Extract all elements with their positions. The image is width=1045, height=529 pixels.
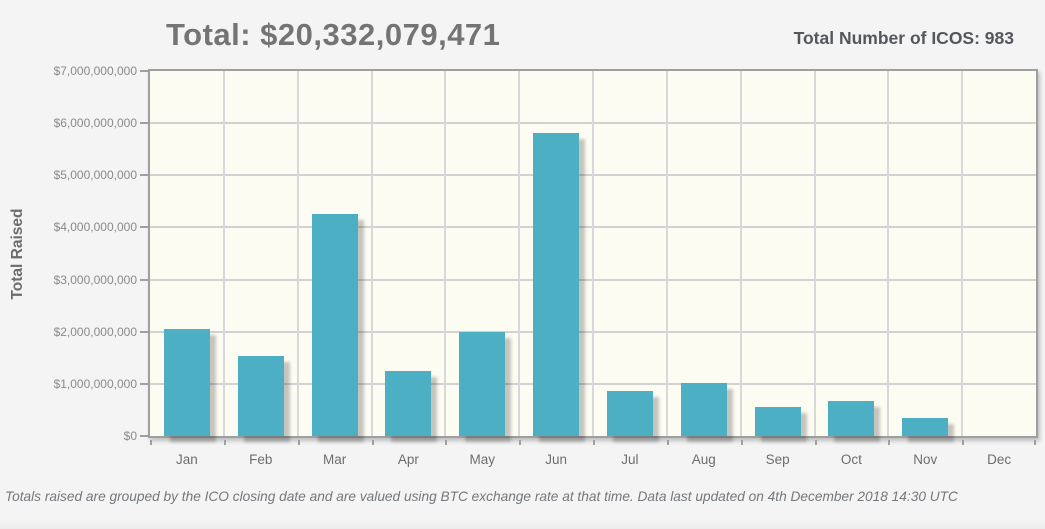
- gridline-vertical: [665, 71, 668, 436]
- x-axis-label-sep: Sep: [765, 452, 790, 467]
- total-icos-count: Total Number of ICOS: 983: [793, 28, 1014, 48]
- x-axis-label-apr: Apr: [397, 452, 419, 467]
- x-axis-tick-mark: [1034, 440, 1036, 445]
- x-axis-tick-mark: [740, 440, 743, 445]
- gridline-vertical: [370, 71, 373, 436]
- gridline-vertical: [961, 71, 964, 436]
- bar-jul[interactable]: [606, 390, 653, 436]
- gridline-horizontal: [150, 330, 1036, 333]
- x-axis-label-jul: Jul: [621, 452, 639, 467]
- y-axis-title: Total Raised: [9, 208, 26, 300]
- x-axis-tick-mark: [593, 440, 595, 445]
- y-axis-tick-mark: [140, 382, 148, 385]
- y-axis-tick-label: $7,000,000,000: [53, 64, 137, 78]
- y-axis-tick-mark: [140, 435, 148, 437]
- bar-mar[interactable]: [311, 213, 358, 436]
- x-axis-tick-mark: [888, 440, 891, 445]
- y-axis-tick-mark: [140, 122, 148, 125]
- bar-may[interactable]: [459, 331, 506, 436]
- x-axis-tick-mark: [223, 440, 226, 445]
- y-axis-tick-mark: [140, 226, 148, 229]
- x-axis-label-nov: Nov: [913, 452, 938, 467]
- gridline-vertical: [444, 71, 447, 436]
- gridline-horizontal: [150, 278, 1036, 281]
- gridline-vertical: [222, 71, 225, 436]
- y-axis-tick-mark: [140, 70, 148, 72]
- x-axis-tick-mark: [297, 440, 300, 445]
- bar-nov[interactable]: [902, 417, 949, 436]
- x-axis-labels: Jan Feb Mar Apr May Jun Jul Aug Sep Oct Nov Dec: [150, 452, 1036, 472]
- x-axis-label-jan: Jan: [176, 452, 198, 467]
- y-axis-tick-label: $4,000,000,000: [53, 220, 137, 235]
- x-axis-label-aug: Aug: [691, 452, 716, 467]
- x-axis-label-dec: Dec: [987, 452, 1012, 467]
- chart-footnote: Totals raised are grouped by the ICO clo…: [5, 489, 958, 504]
- x-axis-tick-mark: [962, 440, 965, 445]
- gridline-vertical: [887, 71, 890, 436]
- bar-jun[interactable]: [533, 132, 580, 436]
- y-axis-tick-label: $2,000,000,000: [53, 324, 137, 339]
- bar-feb[interactable]: [237, 356, 284, 436]
- bar-jan[interactable]: [163, 328, 210, 436]
- y-axis-tick-label: $0: [123, 429, 137, 443]
- gridline-vertical: [813, 71, 816, 436]
- x-axis-tick-mark: [519, 440, 522, 445]
- gridline-horizontal: [150, 174, 1036, 177]
- gridline-horizontal: [150, 122, 1036, 125]
- gridline-horizontal: [150, 226, 1036, 229]
- y-axis-tick-label: $3,000,000,000: [53, 272, 137, 287]
- gridline-vertical: [592, 71, 594, 436]
- gridline-vertical: [518, 71, 521, 436]
- x-axis-tick-mark: [814, 440, 817, 445]
- bar-oct[interactable]: [828, 400, 875, 436]
- bar-aug[interactable]: [680, 383, 727, 436]
- y-axis-tick-label: $5,000,000,000: [53, 168, 137, 183]
- x-axis-tick-mark: [371, 440, 374, 445]
- y-axis-tick-label: $6,000,000,000: [53, 116, 137, 131]
- x-axis-tick-mark: [445, 440, 448, 445]
- y-axis-tick-mark: [140, 174, 148, 177]
- x-axis-tick-mark: [150, 440, 152, 445]
- y-axis-tick-mark: [140, 278, 148, 281]
- y-axis-tick-label: $1,000,000,000: [53, 376, 137, 391]
- gridline-vertical: [739, 71, 742, 436]
- bar-sep[interactable]: [754, 407, 801, 436]
- total-raised-title: Total: $20,332,079,471: [166, 17, 501, 52]
- x-axis-label-oct: Oct: [840, 452, 862, 467]
- bar-apr[interactable]: [385, 370, 432, 436]
- x-axis-tick-mark: [666, 440, 669, 445]
- y-axis-tick-mark: [140, 330, 148, 333]
- gridline-vertical: [296, 71, 299, 436]
- x-axis-label-mar: Mar: [322, 452, 347, 467]
- bar-chart-plot-area: $0 $1,000,000,000 $2,000,000,000 $3,000,000…: [54, 64, 1038, 445]
- x-axis-label-jun: Jun: [545, 452, 567, 467]
- x-axis-label-feb: Feb: [249, 452, 273, 467]
- x-axis-label-may: May: [469, 452, 496, 467]
